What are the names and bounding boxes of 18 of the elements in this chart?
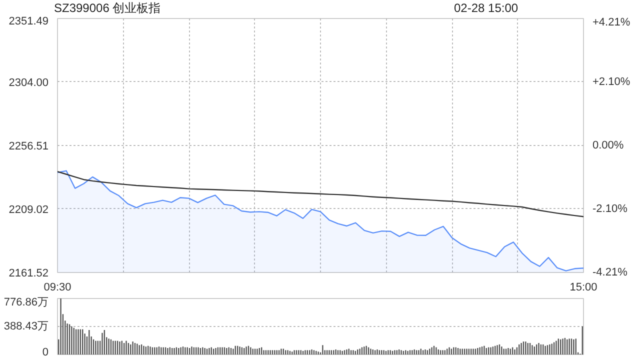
text: 02-28 15:00 <box>454 0 518 17</box>
y-tick-label: 388.43万 <box>4 320 49 332</box>
x-tick-label: 15:00 <box>570 282 598 294</box>
chart-title: SZ399006 创业板指 <box>54 0 161 17</box>
y2-tick-label: -4.21% <box>592 266 628 278</box>
y2-tick-label: +4.21% <box>592 16 630 28</box>
y-tick-label: 2351.49 <box>8 16 49 28</box>
y-tick-label: 776.86万 <box>4 296 49 308</box>
y2-tick-label: -2.10% <box>592 202 628 215</box>
x-tick-label: 09:30 <box>44 282 72 294</box>
y-tick-label: 2161.52 <box>8 268 49 280</box>
y-tick-label: 2209.02 <box>8 204 49 216</box>
y-tick-label: 0 <box>42 346 49 358</box>
y-tick-label: 2256.51 <box>8 140 49 152</box>
y2-tick-label: +2.10% <box>592 76 630 88</box>
y2-tick-label: 0.00% <box>592 140 624 152</box>
line-series <box>58 170 584 218</box>
y-tick-label: 2304.00 <box>8 76 49 89</box>
